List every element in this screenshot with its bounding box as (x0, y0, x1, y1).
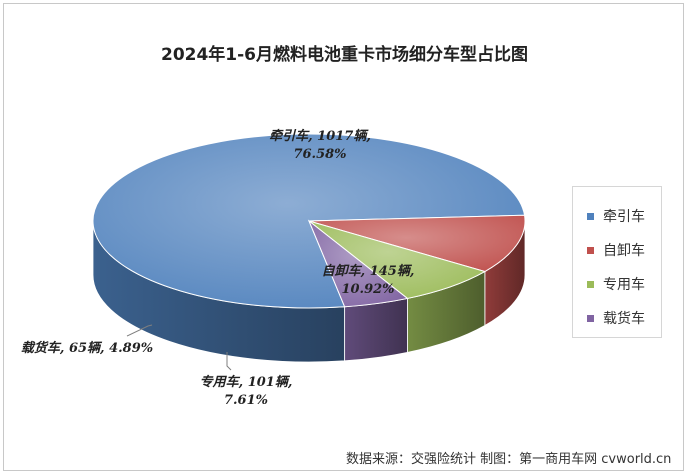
legend-label-tractor: 牵引车 (603, 209, 645, 225)
legend-label-dump: 自卸车 (603, 243, 645, 259)
legend-label-special: 专用车 (603, 277, 645, 293)
legend: 牵引车 自卸车 专用车 载货车 (572, 186, 662, 338)
legend-item-dump: 自卸车 (587, 240, 645, 260)
data-label-tractor: 牵引车, 1017辆, (269, 128, 371, 144)
pie-slice-cargo (307, 219, 409, 308)
chart-title: 2024年1-6月燃料电池重卡市场细分车型占比图 (160, 45, 529, 65)
legend-item-cargo: 载货车 (587, 308, 645, 328)
pie-side-cargo (344, 297, 408, 362)
data-label-percent-tractor: 76.58% (293, 147, 346, 162)
legend-item-special: 专用车 (587, 274, 645, 294)
leader-line-special (226, 352, 232, 371)
data-label-dump: 自卸车, 145辆, (322, 263, 415, 279)
legend-swatch-tractor (587, 212, 594, 220)
legend-swatch-cargo (587, 314, 594, 322)
legend-swatch-dump (587, 246, 594, 254)
data-label-percent-dump: 10.92% (341, 282, 394, 297)
leader-line-cargo (126, 324, 153, 337)
legend-label-cargo: 载货车 (603, 311, 645, 327)
data-label-percent-special: 7.61% (224, 393, 268, 408)
legend-item-tractor: 牵引车 (587, 206, 645, 226)
data-source-note: 数据来源：交强险统计 制图：第一商用车网 cvworld.cn (346, 452, 672, 467)
pie-slice-special (308, 220, 487, 299)
data-label-special: 专用车, 101辆, (200, 374, 293, 390)
data-label-cargo: 载货车, 65辆, 4.89% (21, 340, 153, 356)
pie-slice-dump (308, 214, 526, 273)
legend-swatch-special (587, 280, 594, 288)
